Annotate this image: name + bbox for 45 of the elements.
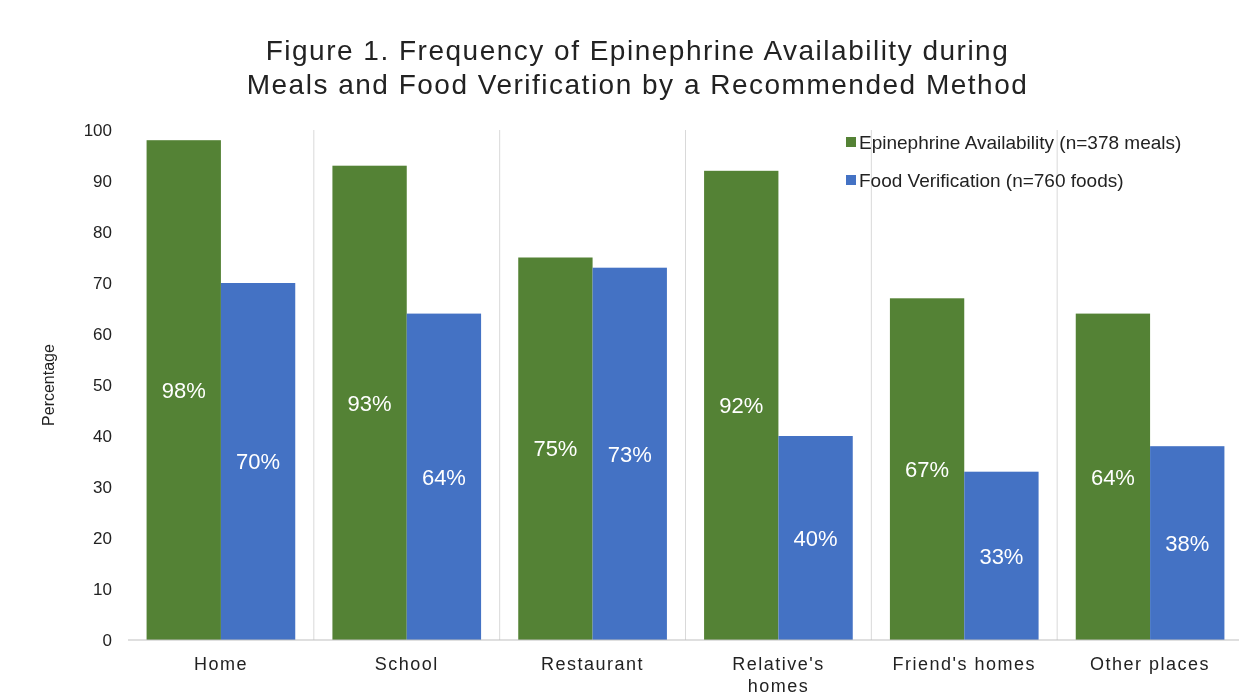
bar <box>964 471 1039 640</box>
x-tick-label: Other places <box>1090 654 1211 674</box>
bar <box>592 267 667 640</box>
bar <box>332 165 407 640</box>
legend-label: Food Verification (n=760 foods) <box>859 169 1124 191</box>
y-tick-label: 60 <box>93 324 112 344</box>
y-tick-label: 10 <box>93 579 112 599</box>
data-label: 75% <box>533 436 578 462</box>
y-tick-label: 80 <box>93 222 112 242</box>
data-label: 70% <box>236 449 281 475</box>
data-label: 93% <box>347 390 392 416</box>
data-label: 98% <box>161 377 206 403</box>
data-label: 67% <box>905 456 950 482</box>
bar <box>1075 313 1151 640</box>
x-tick-label: Restaurant <box>541 654 645 674</box>
y-tick-label: 100 <box>83 120 112 140</box>
x-tick-label: School <box>374 654 439 674</box>
y-tick-label: 40 <box>93 426 112 446</box>
x-tick-label: Relative's homes <box>732 654 825 694</box>
data-label: 38% <box>1165 530 1210 556</box>
y-tick-label: 70 <box>93 273 112 293</box>
data-label: 92% <box>719 393 764 419</box>
y-tick-label: 90 <box>93 171 112 191</box>
data-label: 64% <box>421 464 466 490</box>
bar <box>1150 446 1225 640</box>
bar <box>146 140 221 640</box>
data-label: 73% <box>607 441 652 467</box>
legend-label: Epinephrine Availability (n=378 meals) <box>859 131 1182 153</box>
y-tick-label: 0 <box>102 630 112 650</box>
y-tick-label: 50 <box>93 375 112 395</box>
bar <box>704 170 779 640</box>
y-tick-label: 20 <box>93 528 112 548</box>
bar <box>778 436 853 640</box>
chart-title: Figure 1. Frequency of Epinephrine Availability during Meals and Food Verification by a Recommended Method <box>246 35 1029 100</box>
bar <box>220 283 296 640</box>
data-label: 64% <box>1090 464 1135 490</box>
x-tick-label: Friend's homes <box>892 654 1036 674</box>
bar <box>406 313 482 640</box>
y-tick-label: 30 <box>93 477 112 497</box>
bar <box>889 298 965 640</box>
x-tick-label: Home <box>193 654 248 674</box>
data-label: 33% <box>979 543 1024 569</box>
y-axis-title: Percentage <box>40 343 57 426</box>
bar <box>518 257 593 640</box>
data-label: 40% <box>793 525 838 551</box>
